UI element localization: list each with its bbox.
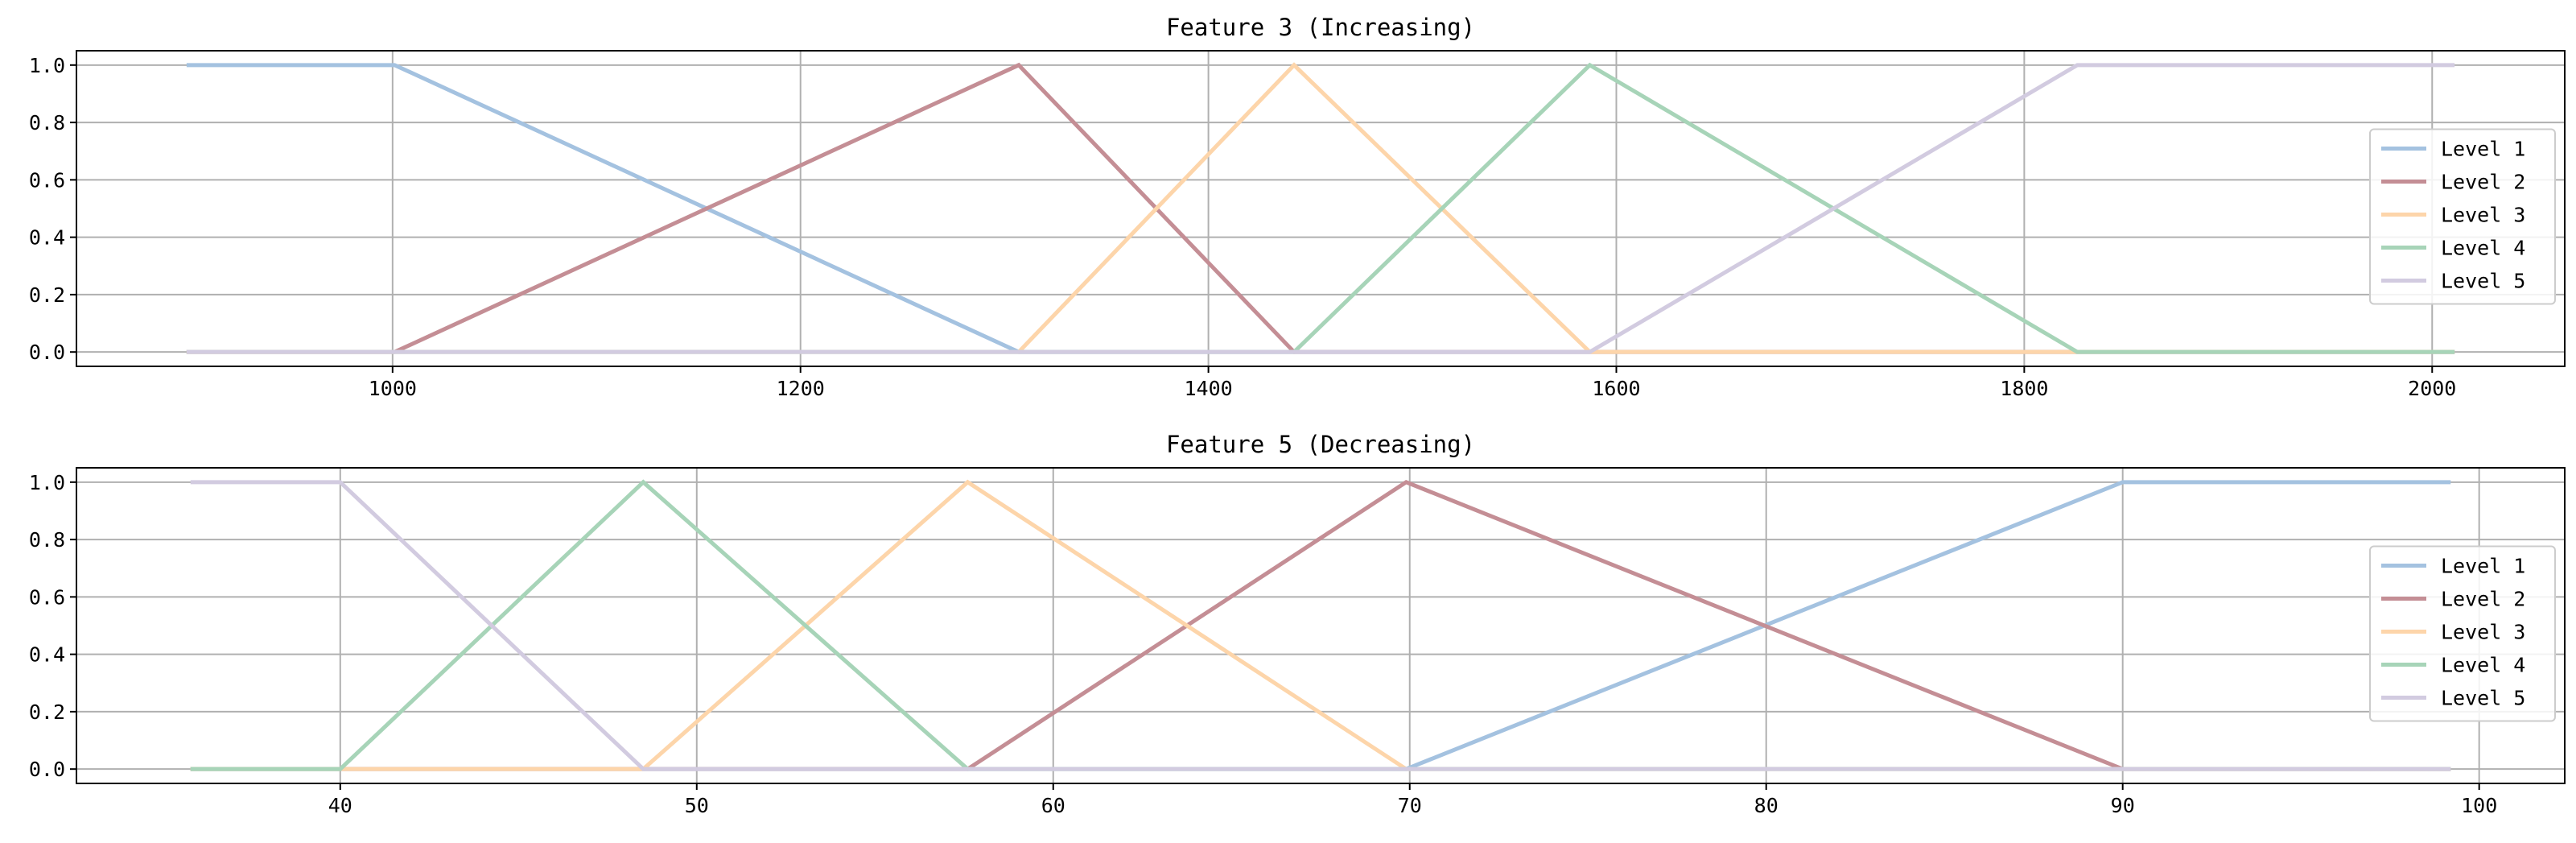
legend-label-level-1: Level 1: [2441, 138, 2525, 161]
legend-label-level-2: Level 2: [2441, 588, 2525, 611]
series-line-level-3: [190, 479, 2451, 771]
x-tick-label: 40: [328, 794, 352, 817]
series-line-level-4: [186, 62, 2455, 354]
x-tick-label: 60: [1041, 794, 1065, 817]
series-line-level-5: [186, 63, 2455, 354]
y-tick-label: 0.0: [29, 758, 65, 781]
series-line-level-5: [190, 480, 2451, 771]
x-tick-label: 50: [685, 794, 709, 817]
series-line-level-1: [190, 480, 2451, 771]
x-tick-label: 1000: [369, 377, 417, 400]
y-tick-label: 1.0: [29, 471, 65, 494]
y-tick-label: 0.4: [29, 643, 65, 667]
legend-label-level-4: Level 4: [2441, 654, 2525, 677]
x-tick-label: 90: [2111, 794, 2135, 817]
series-line-level-3: [186, 62, 2455, 354]
chart-panel-2: Feature 5 (Decreasing) 40 50 60 70 80 90 100 0.0…: [29, 431, 2566, 817]
legend: Level 1 Level 2 Level 3 Level 4 Level 5: [2369, 128, 2556, 305]
legend-label-level-3: Level 3: [2441, 204, 2525, 227]
y-tick-label: 0.6: [29, 585, 65, 609]
chart-title: Feature 3 (Increasing): [1166, 14, 1475, 41]
series-line-level-1: [186, 63, 2455, 354]
legend-label-level-1: Level 1: [2441, 555, 2525, 578]
y-axis: 0.0 0.2 0.4 0.6 0.8 1.0: [29, 471, 76, 781]
x-tick-label: 1600: [1592, 377, 1640, 400]
legend-label-level-3: Level 3: [2441, 621, 2525, 644]
y-tick-label: 0.8: [29, 528, 65, 552]
series-line-level-2: [190, 480, 2451, 771]
y-tick-label: 1.0: [29, 54, 65, 77]
series-line-level-4: [190, 479, 2451, 771]
y-axis: 0.0 0.2 0.4 0.6 0.8 1.0: [29, 54, 76, 364]
y-tick-label: 0.2: [29, 283, 65, 307]
series-line-level-2: [186, 62, 2455, 354]
chart-title: Feature 5 (Decreasing): [1166, 431, 1475, 458]
axes-frame: [76, 50, 2566, 367]
legend-label-level-5: Level 5: [2441, 687, 2525, 710]
legend-box: [2369, 545, 2556, 722]
x-tick-label: 70: [1398, 794, 1422, 817]
axes-frame: [76, 467, 2566, 784]
legend: Level 1 Level 2 Level 3 Level 4 Level 5: [2369, 545, 2556, 722]
legend-label-level-4: Level 4: [2441, 237, 2525, 260]
legend-box: [2369, 128, 2556, 305]
y-tick-label: 0.4: [29, 226, 65, 250]
x-tick-label: 1200: [777, 377, 825, 400]
legend-label-level-2: Level 2: [2441, 171, 2525, 194]
grid: [76, 51, 2565, 366]
x-axis: 40 50 60 70 80 90 100: [328, 783, 2497, 817]
x-tick-label: 1800: [2000, 377, 2048, 400]
y-tick-label: 0.2: [29, 700, 65, 724]
x-axis: 1000 1200 1400 1600 1800 2000: [369, 366, 2456, 400]
chart-panel-1: Feature 3 (Increasing) 1000 1200 1400 1600 18…: [29, 14, 2566, 400]
x-tick-label: 1400: [1184, 377, 1232, 400]
y-tick-label: 0.6: [29, 168, 65, 192]
x-tick-label: 2000: [2408, 377, 2456, 400]
y-tick-label: 0.0: [29, 341, 65, 364]
series-group: [186, 62, 2455, 354]
legend-label-level-5: Level 5: [2441, 270, 2525, 293]
series-group: [190, 479, 2451, 771]
x-tick-label: 100: [2461, 794, 2497, 817]
y-tick-label: 0.8: [29, 111, 65, 134]
x-tick-label: 80: [1754, 794, 1778, 817]
grid: [76, 468, 2565, 783]
